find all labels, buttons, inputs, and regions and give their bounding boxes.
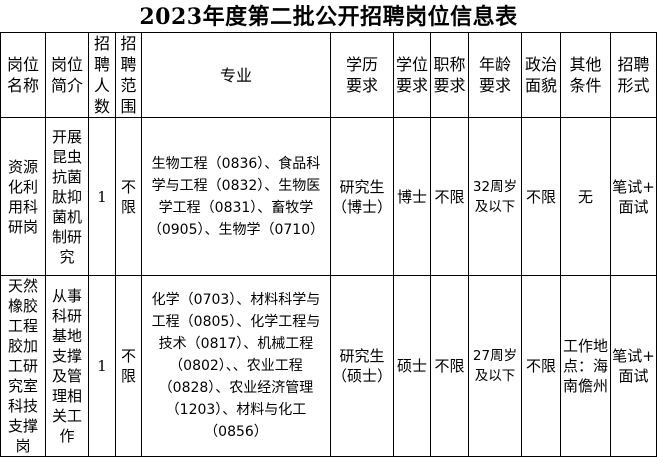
table-row: 天然 橡胶 工程 胶加 工研 究室 科技 支撑 岗 从事 科研 基地 支撑 及管…: [0, 275, 657, 457]
position-name: 天然 橡胶 工程 胶加 工研 究室 科技 支撑 岗: [0, 275, 46, 457]
header-cell: 岗位 名称: [0, 32, 46, 118]
header-cell: 岗位 简介: [45, 32, 89, 118]
header-cell: 年龄 要求: [468, 32, 522, 118]
political: 不限: [521, 117, 561, 276]
header-cell: 其他 条件: [560, 32, 611, 118]
education: 研究生 （博士）: [330, 117, 394, 276]
table-row: 资源 化利 用科 研岗 开展 昆虫 抗菌 肽抑 菌机 制研 究 1 不 限 生物…: [0, 117, 657, 276]
other-conditions: 工作地 点：海 南儋州: [560, 275, 611, 457]
recruit-form: 笔试+ 面试: [610, 117, 657, 276]
political: 不限: [521, 275, 561, 457]
header-cell: 招聘 形式: [610, 32, 657, 118]
title-requirement: 不限: [430, 117, 469, 276]
header-cell: 招 聘 人 数: [88, 32, 116, 118]
major: 生物工程（0836）、食品科 学与工程（0832）、生物医 学工程（0831）、…: [141, 117, 331, 276]
header-cell: 政治 面貌: [521, 32, 561, 118]
degree: 博士: [393, 117, 431, 276]
hire-scope: 不 限: [115, 275, 142, 457]
hire-count: 1: [88, 117, 116, 276]
header-cell: 职称 要求: [430, 32, 469, 118]
position-intro: 开展 昆虫 抗菌 肽抑 菌机 制研 究: [45, 117, 89, 276]
recruit-form: 笔试+ 面试: [610, 275, 657, 457]
degree: 硕士: [393, 275, 431, 457]
header-row: 岗位 名称 岗位 简介 招 聘 人 数 招 聘 范 围 专业 学历 要求 学位 …: [0, 32, 657, 118]
header-cell: 招 聘 范 围: [115, 32, 142, 118]
hire-count: 1: [88, 275, 116, 457]
title-requirement: 不限: [430, 275, 469, 457]
other-conditions: 无: [560, 117, 611, 276]
position-name: 资源 化利 用科 研岗: [0, 117, 46, 276]
header-cell: 学历 要求: [330, 32, 394, 118]
header-cell: 专业: [141, 32, 331, 118]
major: 化学（0703）、材料科学与 工程（0805）、化学工程与 技术（0817）、机…: [141, 275, 331, 457]
positions-table: 岗位 名称 岗位 简介 招 聘 人 数 招 聘 范 围 专业 学历 要求 学位 …: [0, 32, 657, 457]
age: 27周岁 及以下: [468, 275, 522, 457]
header-cell: 学位 要求: [393, 32, 431, 118]
position-intro: 从事 科研 基地 支撑 及管 理相 关工 作: [45, 275, 89, 457]
education: 研究生 （硕士）: [330, 275, 394, 457]
page-title: 2023年度第二批公开招聘岗位信息表: [139, 4, 518, 30]
age: 32周岁 及以下: [468, 117, 522, 276]
hire-scope: 不 限: [115, 117, 142, 276]
